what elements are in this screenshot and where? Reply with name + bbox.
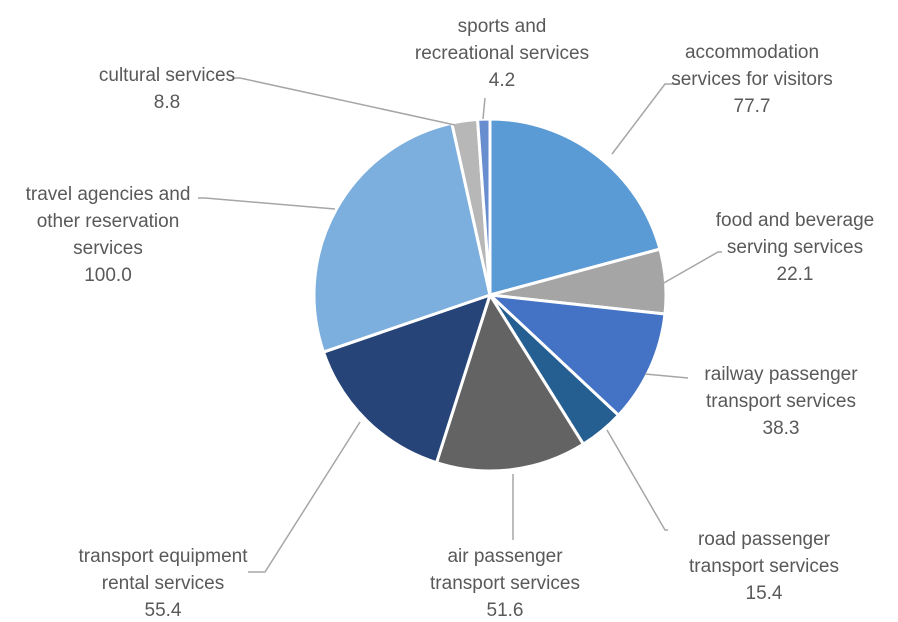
pie-slice [312,121,492,354]
leader-line [482,97,486,120]
slice-label-line: rental services [102,573,225,594]
slice-label: travel agencies and other reservation serv… [26,184,191,286]
pie-slice [488,117,662,297]
slice-label-line: road passenger [698,529,831,550]
leader-line [198,197,336,210]
slice-label: food and beverage serving services 22.1 [716,210,874,285]
slice-label: accommodation services for visitors 77.7 [671,42,833,117]
leader-line [606,429,668,531]
slice-value: 8.8 [154,92,180,113]
slice-label-line: accommodation [685,42,819,63]
pie-slices [312,117,668,473]
slice-label: air passenger transport services 51.6 [430,546,580,621]
slice-value: 77.7 [734,96,771,117]
slice-label-line: food and beverage [716,210,874,231]
slice-value: 55.4 [145,600,182,621]
leader-lines [198,77,722,573]
leader-line [248,421,361,573]
slice-value: 22.1 [777,264,814,285]
leader-line [232,77,456,126]
slice-label-line: recreational services [415,43,589,64]
slice-label-line: travel agencies and [26,184,191,205]
leader-line [661,251,722,285]
slice-label-line: transport services [706,391,856,412]
slice-value: 51.6 [487,600,524,621]
slice-label: road passenger transport services 15.4 [689,529,839,604]
slice-labels: accommodation services for visitors 77.7 fo… [26,16,875,621]
pie-slice [435,293,585,473]
slice-value: 100.0 [84,265,132,286]
slice-label: sports and recreational services 4.2 [415,16,589,91]
slice-label: transport equipment rental services 55.4 [79,546,249,621]
slice-label-line: other reservation [37,211,180,232]
pie-slice [488,293,667,417]
leader-line [611,83,680,155]
slice-label: cultural services 8.8 [99,65,235,113]
pie-slice [322,293,492,465]
slice-value: 38.3 [763,418,800,439]
slice-label-line: sports and [458,16,547,37]
slice-label-line: transport services [689,556,839,577]
slice-label-line: services for visitors [671,69,833,90]
pie-slice [476,117,492,297]
slice-label-line: railway passenger [704,364,858,385]
leader-line [644,373,689,379]
slice-label-line: transport services [430,573,580,594]
slice-value: 4.2 [489,70,515,91]
slice-label-line: transport equipment [79,546,249,567]
slice-label-line: cultural services [99,65,235,86]
slice-label-line: air passenger [447,546,563,567]
slice-label: railway passenger transport services 38.3 [704,364,858,439]
slice-label-line: services [73,238,143,259]
slice-value: 15.4 [746,583,783,604]
slice-label-line: serving services [727,237,863,258]
